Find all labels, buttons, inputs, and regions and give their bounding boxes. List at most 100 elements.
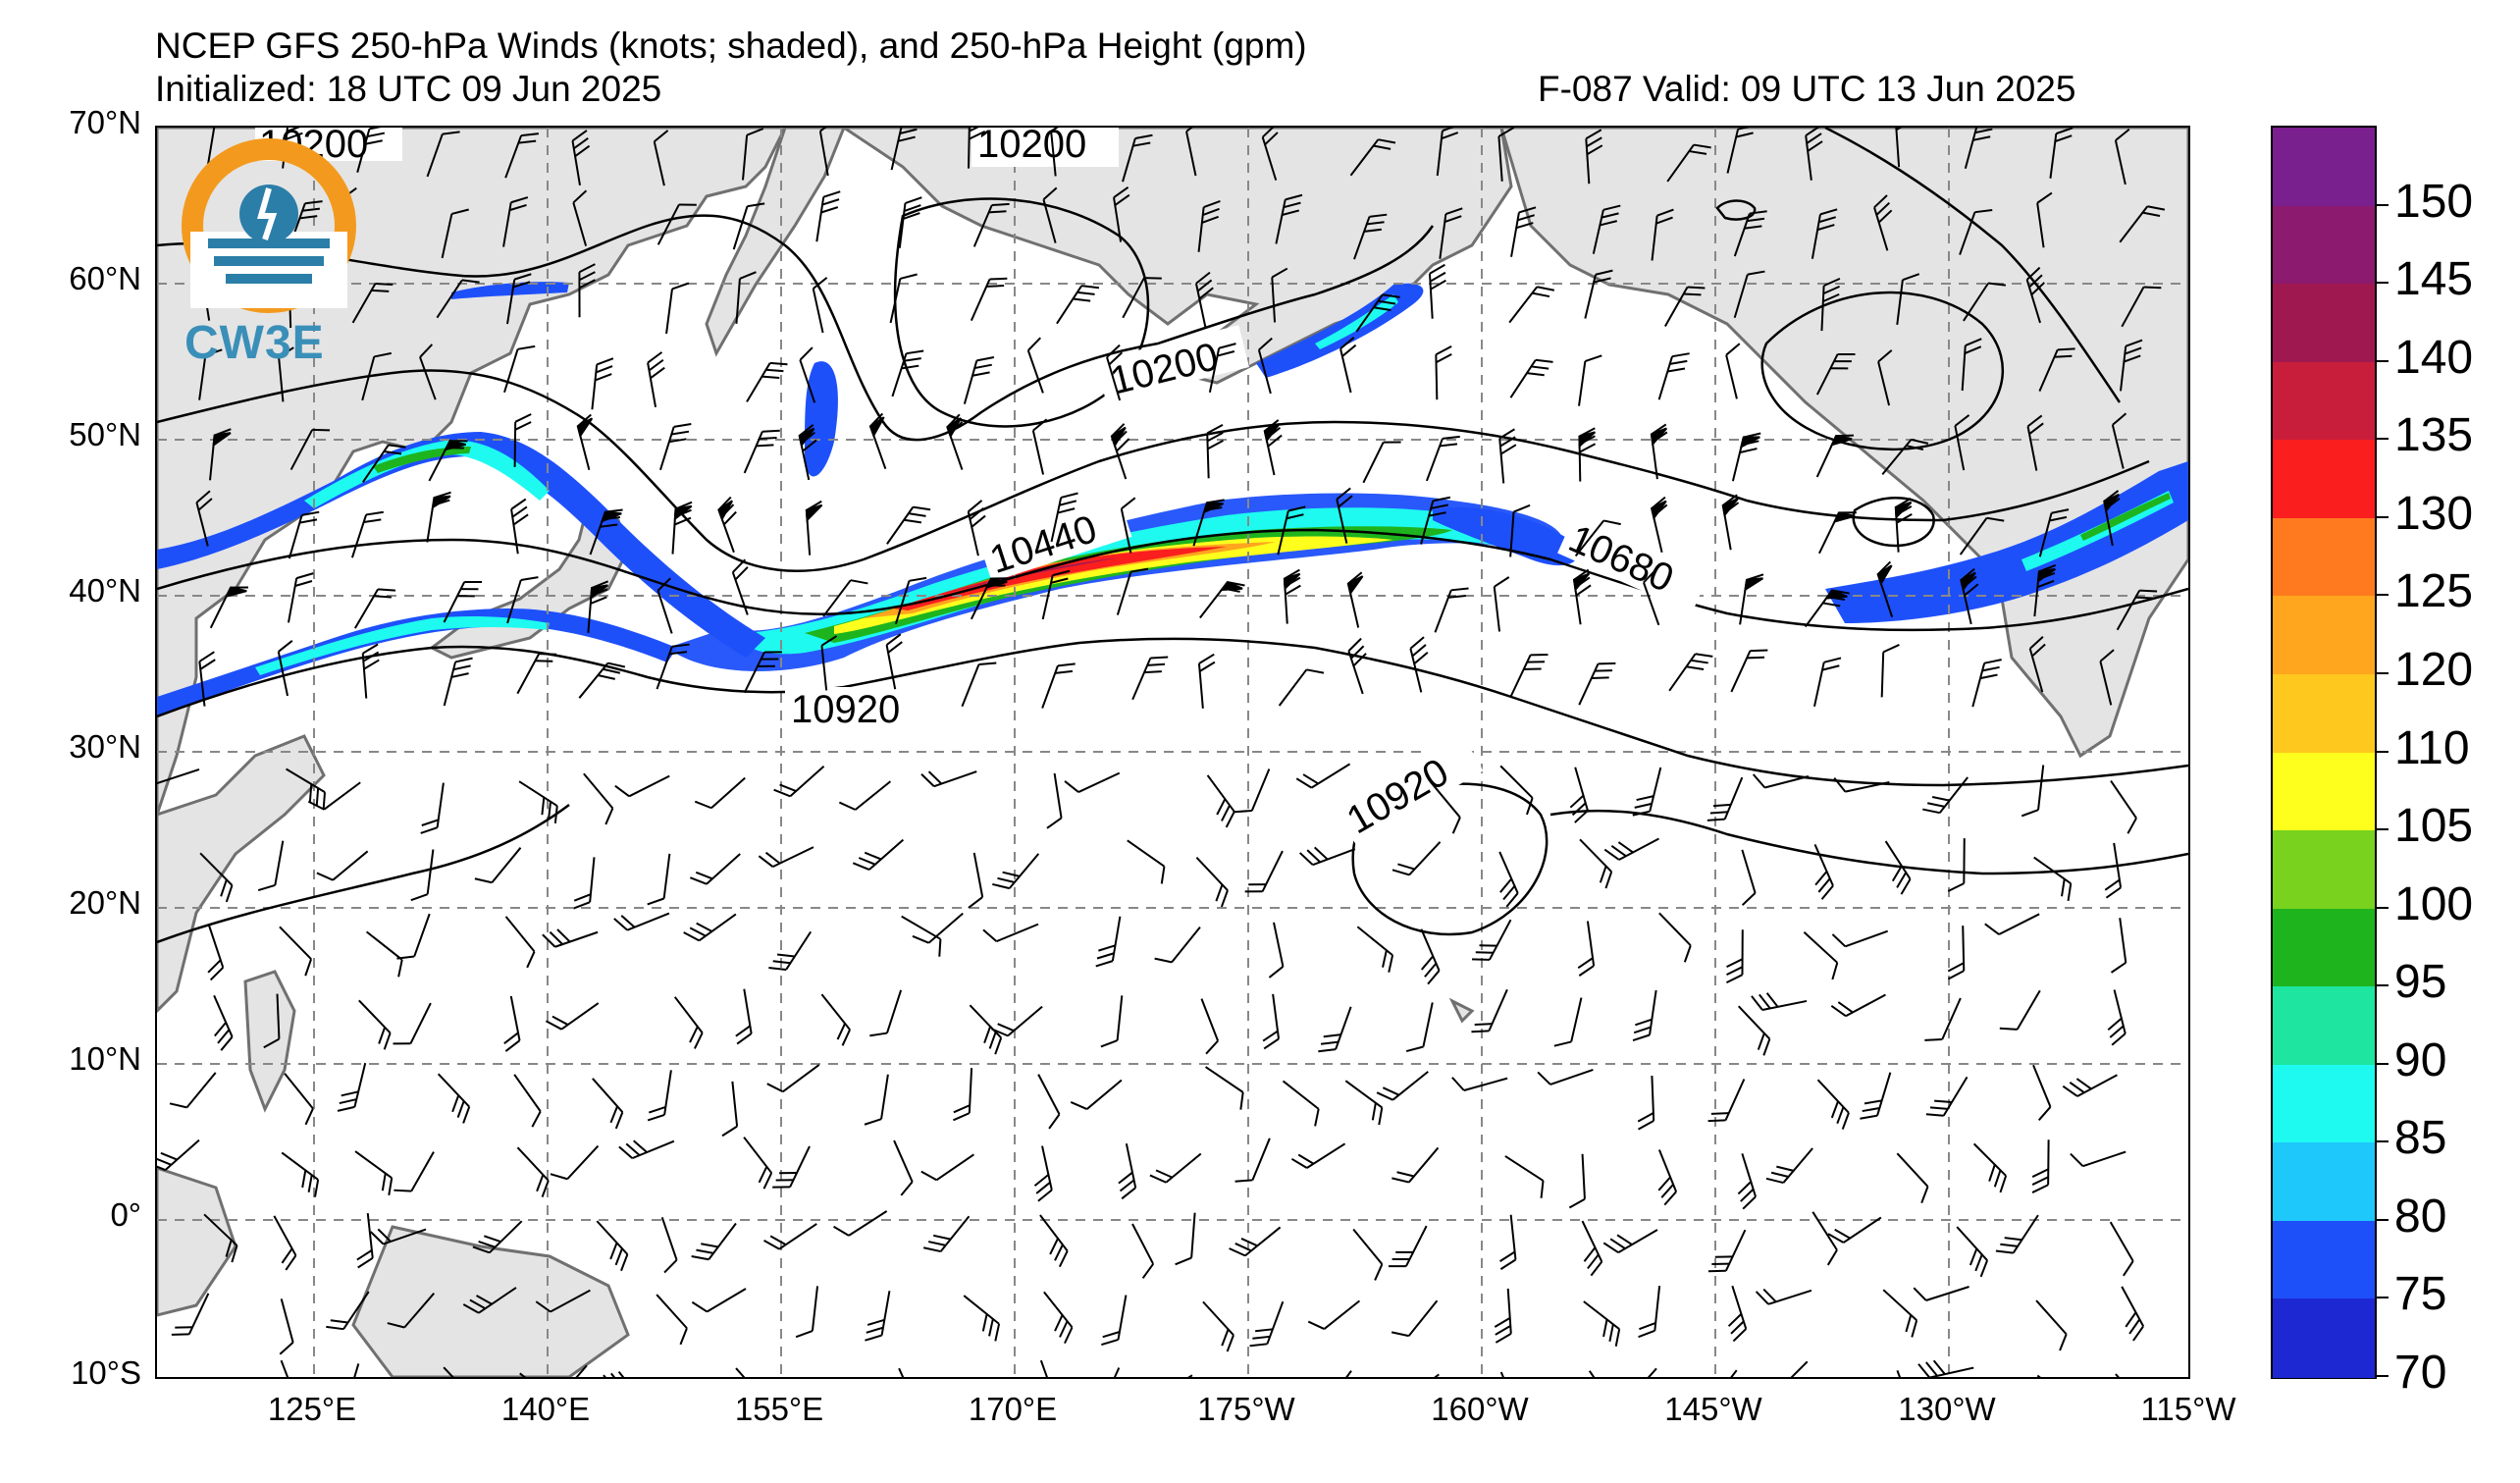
wind-barb (970, 277, 1008, 322)
wind-barb (1234, 768, 1271, 814)
wind-barb (506, 576, 539, 624)
jet-ne-pacific (1825, 461, 2188, 623)
map-panel: 10200 10200 10200 10440 10680 10920 1092… (155, 126, 2190, 1379)
colorbar-label: 110 (2394, 721, 2470, 774)
land-hawaii (1448, 997, 1475, 1024)
wind-barb (510, 498, 529, 555)
wind-barb (1585, 129, 1603, 185)
wind-barb (772, 1145, 811, 1189)
wind-barb (443, 657, 473, 707)
wind-barb (443, 1366, 476, 1377)
wind-barb (1420, 496, 1451, 545)
wind-barb (1197, 653, 1216, 709)
wind-barb (1349, 138, 1396, 177)
wind-barb (419, 344, 437, 400)
colorbar-segment (2273, 1064, 2375, 1144)
wind-barb (1925, 1076, 1969, 1117)
wind-barb (365, 930, 403, 978)
wind-barb (1041, 569, 1071, 620)
map-canvas: 10200 10200 10200 10440 10680 10920 1092… (157, 128, 2188, 1377)
wind-barb (1499, 1214, 1517, 1270)
contour-layer (157, 128, 2188, 944)
wind-barb (1971, 659, 2002, 708)
wind-barb (1774, 1360, 1809, 1377)
lon-label: 130°W (1898, 1391, 1996, 1427)
lon-label: 145°W (1664, 1391, 1762, 1427)
wind-barb (1199, 580, 1245, 619)
wind-barb (894, 576, 927, 625)
wind-barb (1197, 199, 1221, 252)
wind-barb (614, 774, 670, 798)
wind-barb (799, 346, 816, 403)
wind-barb (1574, 519, 1621, 557)
colorbar-tick (2375, 906, 2389, 909)
wind-barb (1362, 441, 1401, 484)
contour-10200-north (157, 214, 1435, 442)
colorbar-label: 95 (2394, 956, 2447, 1009)
wind-barb (2025, 266, 2045, 324)
wind-barb (1972, 1142, 2008, 1193)
wind-barb (1995, 1214, 2039, 1254)
wind-barb (2036, 191, 2053, 248)
wind-barb (665, 282, 690, 335)
contour-10920 (157, 637, 2188, 787)
wind-barb (656, 577, 673, 634)
wind-barb (1095, 916, 1122, 968)
wind-barb (886, 505, 931, 545)
lat-label: 50°N (69, 416, 141, 452)
colorbar-tick (2375, 282, 2389, 285)
wind-barb (694, 776, 746, 810)
wind-barb (1118, 1142, 1137, 1200)
wind-barb (893, 1139, 914, 1196)
wind-barb (1257, 337, 1273, 395)
wind-barb (683, 913, 737, 942)
wind-barb (953, 1068, 973, 1122)
wind-barb (1249, 1300, 1285, 1348)
wind-barb (961, 662, 997, 708)
contour-small-low (1852, 497, 1935, 548)
wind-barb (279, 1298, 294, 1355)
wind-barb (2099, 649, 2115, 706)
wind-barb (1592, 204, 1621, 254)
wind-barb (1803, 930, 1839, 980)
wind-barb (1099, 1367, 1121, 1377)
wind-barb (1666, 143, 1711, 183)
colorbar-segment (2273, 128, 2375, 207)
colorbar-tick (2375, 203, 2389, 206)
colorbar-segment (2273, 752, 2375, 832)
colorbar-label: 130 (2394, 487, 2474, 540)
colorbar-tick (2375, 984, 2389, 987)
wind-barb (1154, 926, 1201, 964)
colorbar-label: 140 (2394, 331, 2474, 384)
wind-barb (1831, 929, 1889, 948)
wind-barb (1959, 209, 1993, 255)
wind-barb (613, 912, 670, 931)
wind-barb (2104, 842, 2123, 899)
wind-barb (1039, 1359, 1058, 1377)
wind-barb (307, 781, 361, 811)
wind-barb (1039, 1214, 1069, 1268)
wind-barb (1391, 841, 1442, 876)
wind-barb (647, 853, 671, 906)
wind-barb (731, 558, 749, 615)
wind-barb (1206, 774, 1235, 828)
colorbar-label: 80 (2394, 1190, 2447, 1243)
wind-barb (472, 1220, 523, 1254)
wind-barb (1195, 857, 1229, 908)
wind-barb (337, 1062, 367, 1112)
wind-barb (288, 510, 320, 559)
wind-barb (1234, 1138, 1271, 1183)
wind-barb (691, 1288, 747, 1313)
contour-tiny-high (1715, 199, 1757, 221)
wind-barb (963, 356, 995, 404)
wind-barb (206, 128, 216, 170)
wind-barb (209, 428, 232, 481)
wind-barb (659, 423, 692, 471)
wind-barb (356, 1212, 374, 1269)
colorbar-tick (2375, 438, 2389, 441)
wind-barb (572, 189, 588, 246)
wind-barb (518, 780, 558, 823)
wind-barb (1553, 997, 1583, 1047)
wind-barb (277, 640, 293, 697)
wind-barb (1070, 1079, 1123, 1110)
